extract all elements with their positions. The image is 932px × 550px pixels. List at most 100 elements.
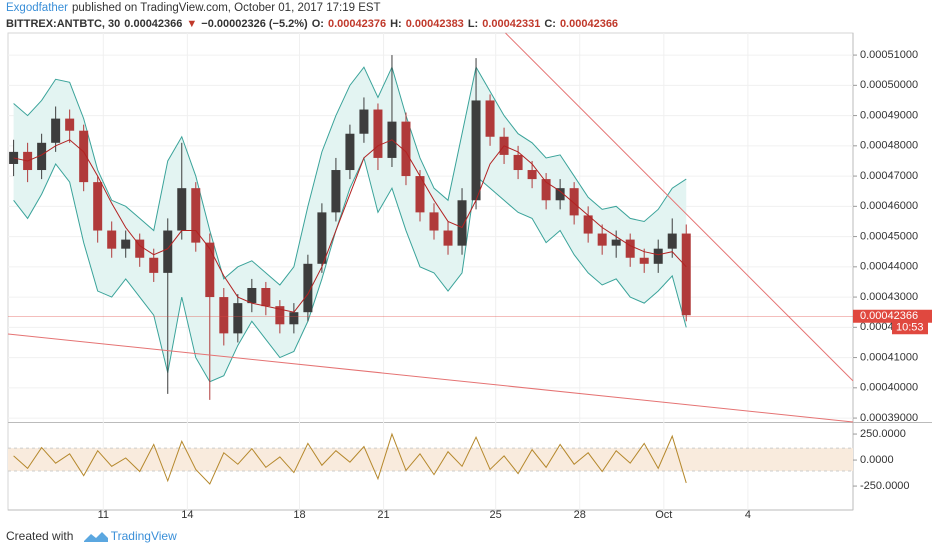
candle-body	[429, 212, 439, 231]
header-line: Exgodfather published on TradingView.com,…	[6, 2, 385, 14]
candle-body	[415, 176, 425, 213]
brand[interactable]: TradingView	[110, 529, 177, 543]
candle-body	[93, 182, 103, 231]
candle-body	[303, 263, 313, 313]
created-with: Created with	[6, 529, 74, 543]
ohlc-label: O:	[311, 18, 324, 30]
candle-body	[555, 188, 565, 201]
candle-body	[37, 142, 47, 171]
ohlc-value: 0.00042376	[327, 18, 387, 30]
y-tick-label: 0.00039000	[860, 412, 918, 424]
osc-band	[8, 448, 853, 471]
candle-body	[597, 233, 607, 246]
candle-body	[471, 100, 481, 201]
y-tick-label: 0.00043000	[860, 291, 918, 303]
candle-body	[163, 230, 173, 273]
x-tick-label: 28	[574, 509, 586, 521]
logo	[83, 531, 108, 542]
y-tick-label: 0.00048000	[860, 140, 918, 152]
candle-body	[331, 170, 341, 213]
author[interactable]: Exgodfather	[6, 2, 69, 14]
candle-body	[247, 287, 257, 304]
candle-body	[541, 179, 551, 201]
x-tick-label: Oct	[655, 509, 672, 521]
moving-average	[13, 139, 687, 313]
candle-body	[667, 233, 677, 249]
candle-body	[527, 170, 537, 180]
band-line	[13, 156, 687, 383]
footer: Created with TradingView	[6, 529, 177, 544]
y-tick-label: 0.00050000	[860, 79, 918, 91]
price-tag	[853, 309, 932, 323]
candle-body	[625, 239, 635, 258]
ohlc: O: 0.00042376 H: 0.00042383 L: 0.00042331 C: 0.…	[312, 18, 622, 30]
ohlc-value: 0.00042383	[405, 18, 464, 30]
candle-body	[205, 242, 215, 298]
trend-line	[7, 333, 854, 423]
x-tick-label: 18	[293, 509, 305, 521]
ohlc-label: C:	[544, 18, 556, 30]
osc-tick-label: 250.0000	[860, 428, 906, 440]
candle-body	[191, 188, 201, 243]
candle-body	[275, 306, 285, 325]
y-tick-label: 0.00044000	[860, 261, 918, 273]
symbol: BITTREX:ANTBTC, 30	[6, 18, 121, 30]
price: 0.00042366	[124, 18, 183, 30]
trend-line	[505, 32, 854, 382]
x-tick-label: 11	[98, 509, 109, 521]
candle-body	[289, 312, 299, 325]
candle-body	[51, 118, 61, 143]
candle-body	[261, 287, 271, 307]
candle-body	[485, 100, 495, 137]
candle-body	[345, 133, 355, 171]
countdown-box	[892, 321, 928, 335]
candle-body	[9, 151, 19, 164]
ohlc-value: 0.00042366	[559, 18, 619, 30]
ohlc-label: L:	[467, 18, 479, 30]
candle-body	[121, 239, 131, 249]
candle-body	[317, 212, 327, 264]
y-tick-label: 0.00047000	[860, 170, 918, 182]
osc-tick-label: 0.0000	[860, 454, 894, 466]
candle-body	[79, 130, 89, 183]
y-tick-label: 0.00049000	[860, 109, 918, 121]
y-tick-label: 0.00046000	[860, 200, 918, 212]
price-tag-label: 0.00042366	[860, 310, 918, 322]
countdown: 10:53	[896, 322, 924, 334]
candle-body	[401, 121, 411, 177]
published: published on TradingView.com, October 01…	[72, 2, 381, 14]
candle-body	[373, 109, 383, 158]
band-line	[13, 65, 687, 286]
candle-body	[149, 257, 159, 273]
chart: 11 14 18 21 25 28 Oct 4 0.00039000 0.00040000 0.00…	[7, 32, 932, 521]
x-tick-label: 4	[745, 509, 751, 521]
osc-tick-label: -250.0000	[860, 480, 910, 492]
candle-body	[681, 233, 691, 316]
ohlc-value: 0.00042331	[482, 18, 541, 30]
x-tick-label: 21	[377, 509, 389, 521]
down-arrow: ▼	[186, 18, 198, 30]
symbol-line: BITTREX:ANTBTC, 30 0.00042366 ▼ −0.00002326…	[6, 18, 626, 30]
candle-body	[569, 188, 579, 216]
candle-body	[135, 239, 145, 258]
candle-body	[653, 248, 663, 264]
candle-body	[233, 303, 243, 334]
candle-body	[583, 215, 593, 234]
ohlc-label: H:	[390, 18, 402, 30]
y-tick-label: 0.00041000	[860, 351, 918, 363]
candle-body	[513, 154, 523, 171]
candle-body	[107, 230, 117, 249]
candle-body	[219, 297, 229, 334]
candle-body	[65, 118, 75, 131]
candle-body	[359, 109, 369, 134]
candle-body	[457, 200, 467, 246]
candle-body	[177, 188, 187, 231]
change: −0.00002326 (−5.2%)	[201, 18, 308, 30]
candle-body	[443, 230, 453, 246]
candle-body	[611, 239, 621, 246]
x-tick-label: 25	[490, 509, 502, 521]
y-tick-label: 0.00051000	[860, 49, 918, 61]
candle-body	[639, 257, 649, 264]
y-tick-label: 0.00045000	[860, 230, 918, 242]
